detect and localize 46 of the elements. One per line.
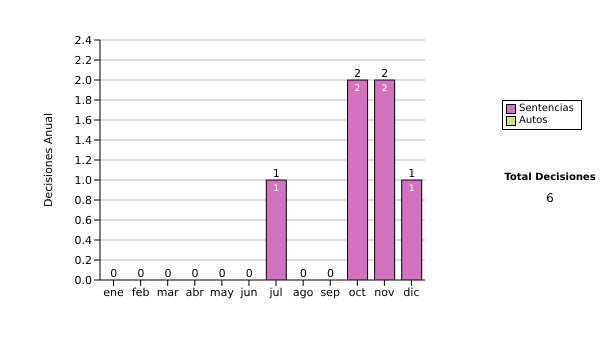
- y-tick-label: 0.0: [74, 274, 92, 287]
- x-tick-label: jul: [268, 286, 283, 299]
- x-tick-label: ene: [103, 286, 124, 299]
- data-label: 1: [273, 184, 280, 194]
- data-label: 1: [408, 184, 415, 194]
- total-label: 0: [164, 267, 172, 280]
- data-label: 2: [382, 84, 388, 94]
- text: Total Decisiones: [503, 172, 597, 183]
- total-label: 1: [408, 167, 416, 180]
- total-label: 0: [137, 267, 144, 280]
- y-axis-title: Decisiones Anual: [42, 112, 55, 208]
- total-label: 2: [354, 67, 362, 80]
- y-tick-label: 0.6: [74, 214, 92, 227]
- y-tick-label: 1.8: [74, 94, 92, 107]
- total-label: 0: [192, 267, 199, 280]
- x-tick-label: feb: [132, 286, 150, 299]
- y-tick-label: 1.4: [74, 134, 92, 147]
- x-tick-label: sep: [320, 286, 340, 299]
- data-label: 2: [354, 84, 360, 94]
- y-tick-label: 2.4: [74, 34, 92, 47]
- y-tick-label: 0.8: [74, 194, 92, 207]
- x-tick-label: ago: [292, 286, 314, 299]
- y-tick-label: 1.0: [74, 174, 92, 187]
- total-label: 0: [110, 267, 118, 280]
- legend-label: Autos: [519, 115, 548, 127]
- x-tick-label: nov: [374, 286, 395, 299]
- legend-label: Sentencias: [519, 103, 574, 115]
- total-label: 2: [381, 67, 388, 80]
- total-label: 0: [246, 267, 253, 280]
- x-tick-label: dic: [403, 286, 420, 299]
- x-tick-label: abr: [186, 286, 204, 299]
- total-label: 0: [218, 267, 226, 280]
- y-tick-label: 0.4: [74, 234, 92, 247]
- x-tick-label: mar: [156, 286, 180, 299]
- y-tick-label: 1.2: [74, 154, 92, 167]
- y-tick-label: 0.2: [74, 254, 92, 267]
- total-label: 0: [326, 267, 334, 280]
- y-tick-label: 1.6: [74, 114, 92, 127]
- total-label: 0: [300, 267, 307, 280]
- y-tick-label: 2.2: [74, 54, 92, 67]
- x-tick-label: may: [210, 286, 234, 299]
- x-tick-label: jun: [239, 286, 258, 299]
- x-tick-label: oct: [348, 286, 367, 299]
- text: 6: [545, 191, 555, 205]
- y-tick-label: 2.0: [74, 74, 92, 87]
- total-label: 1: [272, 167, 280, 180]
